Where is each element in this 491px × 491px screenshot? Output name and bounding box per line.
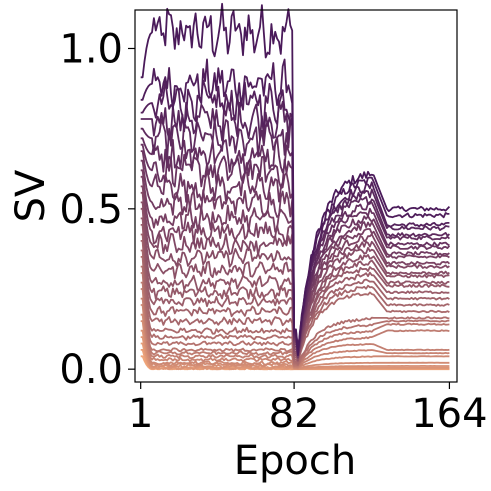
series-line-22 [140,272,450,367]
series-line-7 [140,150,451,358]
plot-frame [134,9,458,383]
series-line-5 [140,136,451,354]
x-tick-label-1: 82 [269,391,320,437]
y-tick-label-0: 0.0 [59,347,123,393]
series-line-17 [140,233,450,360]
series-line-16 [140,223,450,359]
series-line-8 [140,159,450,359]
ticks-layer: 1 82 164 0.0 0.5 1.0 [59,26,487,437]
y-axis-label: SV [8,169,54,222]
x-tick-label-0: 1 [128,391,153,437]
series-line-10 [140,175,451,359]
series-line-19 [140,249,450,365]
series-line-13 [140,201,450,359]
series-line-3 [140,100,450,354]
series-line-14 [140,207,450,362]
x-axis-label: Epoch [234,438,356,484]
series-line-4 [140,118,451,354]
series-line-20 [140,255,450,366]
series-line-21 [140,265,450,367]
y-tick-label-2: 1.0 [59,26,123,72]
series-line-2 [140,79,450,357]
series-line-0 [140,2,451,356]
series-line-18 [140,239,450,363]
x-tick-label-2: 164 [411,391,487,437]
series-line-9 [140,169,450,354]
series-line-15 [140,217,450,360]
series-line-1 [140,58,450,348]
series-layer [140,2,451,371]
series-line-11 [140,185,450,356]
y-tick-label-1: 0.5 [59,187,123,233]
series-line-12 [140,191,450,357]
